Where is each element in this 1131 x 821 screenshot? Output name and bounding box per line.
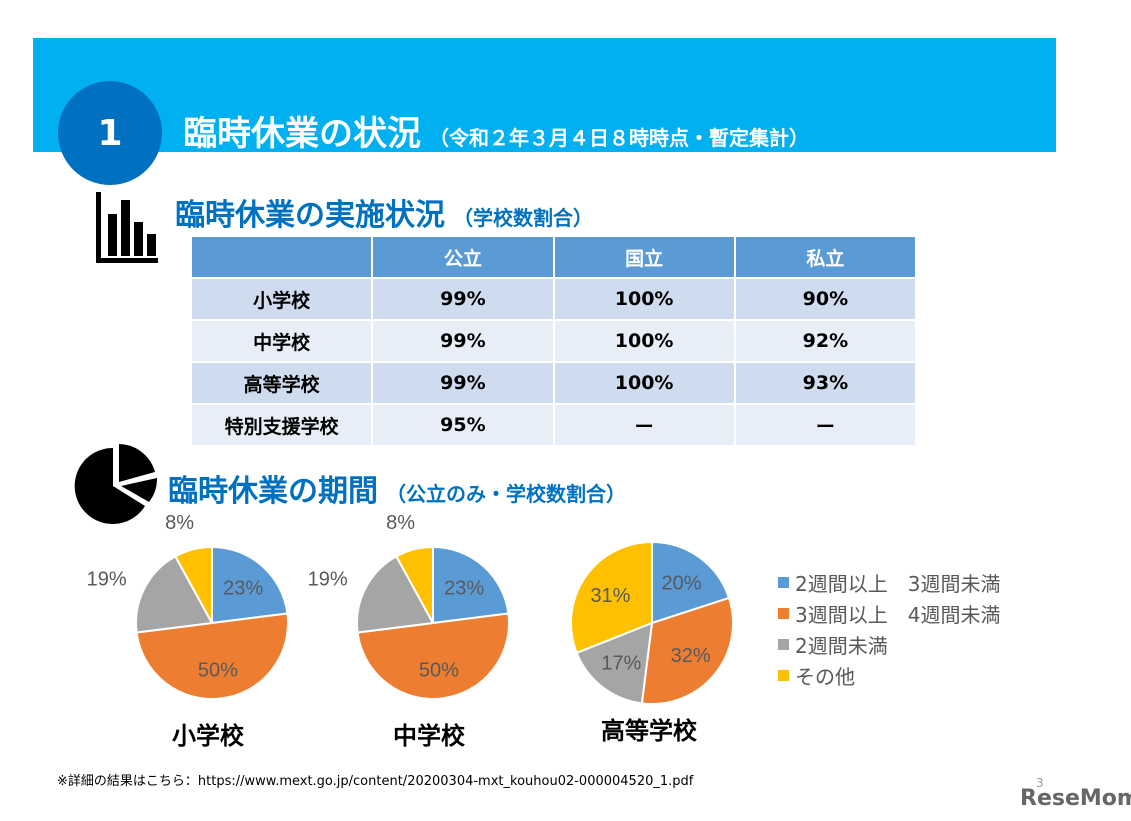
legend-item: その他	[778, 660, 1000, 691]
pie-slice	[395, 545, 434, 624]
pie-data-label: 19%	[308, 569, 348, 591]
pie-data-label: 19%	[87, 569, 127, 591]
section2-title: 臨時休業の期間 （公立のみ・学校数割合）	[168, 474, 626, 509]
pie-slice	[135, 612, 289, 700]
table-row: 中学校 99% 100% 92%	[189, 319, 918, 363]
pie-slice	[575, 621, 654, 705]
table-row: 高等学校 99% 100% 93%	[189, 361, 918, 405]
page-number: 3	[1036, 776, 1044, 790]
title-text: 臨時休業の状況	[183, 114, 421, 154]
table-header: 公立 国立 私立	[189, 235, 918, 279]
table-row: 特別支援学校 95% ーー	[189, 403, 918, 447]
legend: 2週間以上 3週間未満 3週間以上 4週間未満 2週間未満 その他	[778, 567, 1000, 691]
pie-data-label: 8%	[386, 512, 415, 534]
section1-title: 臨時休業の実施状況 （学校数割合）	[175, 198, 593, 233]
pie-slice	[211, 545, 289, 625]
pie-slice	[432, 545, 510, 625]
pie-data-label: 50%	[419, 660, 459, 682]
pie-slice	[356, 612, 510, 700]
page-title: 臨時休業の状況 （令和２年３月４日８時時点・暫定集計）	[183, 106, 809, 155]
pie-slice	[651, 540, 731, 625]
pie-slice	[570, 540, 653, 655]
legend-item: 2週間未満	[778, 629, 1000, 660]
title-subtitle: （令和２年３月４日８時時点・暫定集計）	[429, 126, 809, 150]
pie-slice	[356, 555, 435, 634]
pie-title-high-school: 高等学校	[601, 717, 697, 745]
pie-slice	[640, 596, 734, 705]
header-banner	[33, 38, 1056, 152]
pie-slice	[174, 545, 213, 624]
pie-data-label: 31%	[590, 585, 630, 607]
section-number-badge: 1	[58, 81, 162, 185]
bar-chart-icon	[96, 192, 158, 263]
legend-item: 3週間以上 4週間未満	[778, 598, 1000, 629]
legend-item: 2週間以上 3週間未満	[778, 567, 1000, 598]
table-row: 小学校 99% 100% 90%	[189, 277, 918, 321]
pie-data-label: 20%	[662, 572, 702, 594]
pie-data-label: 23%	[444, 578, 484, 600]
pie-data-label: 32%	[671, 645, 711, 667]
pie-data-label: 17%	[601, 653, 641, 675]
pie-data-label: 50%	[198, 660, 238, 682]
pie-data-label: 8%	[165, 512, 194, 534]
pie-data-label: 23%	[223, 578, 263, 600]
pie-title-elementary: 小学校	[172, 722, 244, 750]
pie-chart-icon	[74, 444, 157, 524]
implementation-table: 公立 国立 私立 小学校 99% 100% 90% 中学校 99% 100% 92% 高等学校 9…	[189, 235, 918, 447]
footer-note: ※詳細の結果はこちら：https://www.mext.go.jp/conten…	[57, 774, 694, 789]
resemom-logo: ReseMom	[1020, 786, 1131, 811]
pie-title-junior-high: 中学校	[393, 722, 465, 750]
pie-slice	[135, 555, 214, 634]
